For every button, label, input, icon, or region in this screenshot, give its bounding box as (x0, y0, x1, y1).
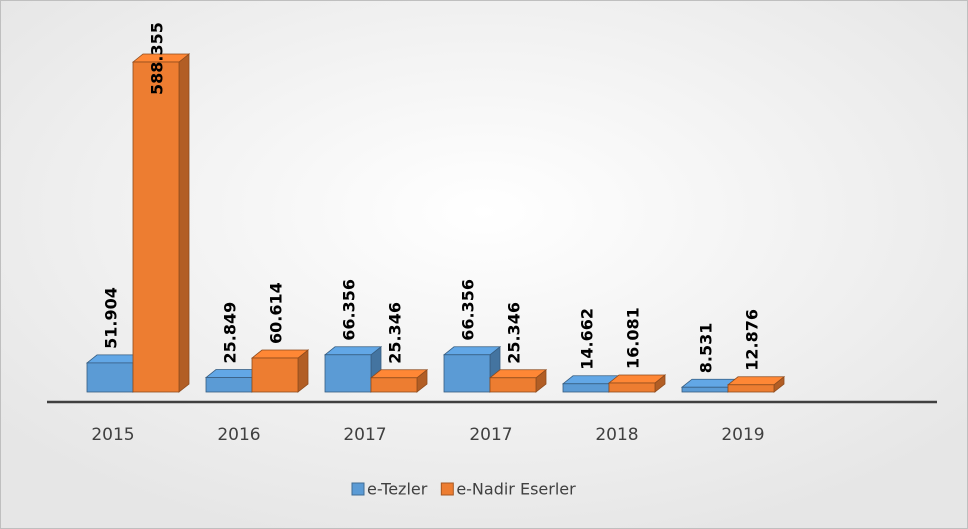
legend-swatch (440, 482, 454, 496)
bar-front (370, 377, 418, 393)
plot (85, 53, 786, 393)
bar (250, 349, 310, 393)
value-label: 51.904 (102, 287, 121, 349)
value-label: 16.081 (624, 307, 643, 369)
bar-front (562, 383, 610, 393)
bar-top (323, 346, 383, 356)
value-label: 66.356 (459, 279, 478, 341)
bar-front (205, 377, 253, 393)
x-tick-label: 2015 (91, 425, 134, 445)
value-label: 14.662 (578, 308, 597, 370)
bar (131, 53, 191, 393)
x-tick-label: 2018 (595, 425, 638, 445)
bar-top (250, 349, 310, 359)
value-label: 25.849 (221, 302, 240, 364)
bar (488, 368, 548, 393)
value-label: 8.531 (697, 323, 716, 374)
bar-front (86, 362, 134, 393)
bar-top (726, 376, 786, 386)
bar (726, 375, 786, 393)
bar-front (251, 357, 299, 393)
bar-front (443, 354, 491, 393)
bar-top (442, 346, 502, 356)
value-label: 66.356 (340, 279, 359, 341)
bar-front (681, 386, 729, 393)
bar-front (489, 377, 537, 393)
value-label: 588.355 (148, 22, 167, 95)
value-label: 12.876 (743, 309, 762, 371)
legend: e-Tezler e-Nadir Eserler (351, 480, 576, 499)
bar-front (727, 384, 775, 393)
x-tick-label: 2017 (343, 425, 386, 445)
value-label: 25.346 (386, 302, 405, 364)
x-tick-label: 2017 (469, 425, 512, 445)
bar-top (607, 374, 667, 384)
bar-front (608, 382, 656, 393)
legend-label: e-Tezler (367, 480, 428, 499)
legend-label: e-Nadir Eserler (456, 480, 576, 499)
bar-top (488, 369, 548, 379)
bar-front (324, 354, 372, 393)
bar (369, 368, 429, 393)
value-label: 60.614 (267, 282, 286, 344)
x-tick-label: 2019 (721, 425, 764, 445)
legend-swatch (351, 482, 365, 496)
value-label: 25.346 (505, 302, 524, 364)
bar-front (132, 61, 180, 393)
x-tick-label: 2016 (217, 425, 260, 445)
bar (323, 345, 383, 393)
bar-side (178, 53, 190, 393)
bar-top (369, 369, 429, 379)
bar (607, 374, 667, 393)
